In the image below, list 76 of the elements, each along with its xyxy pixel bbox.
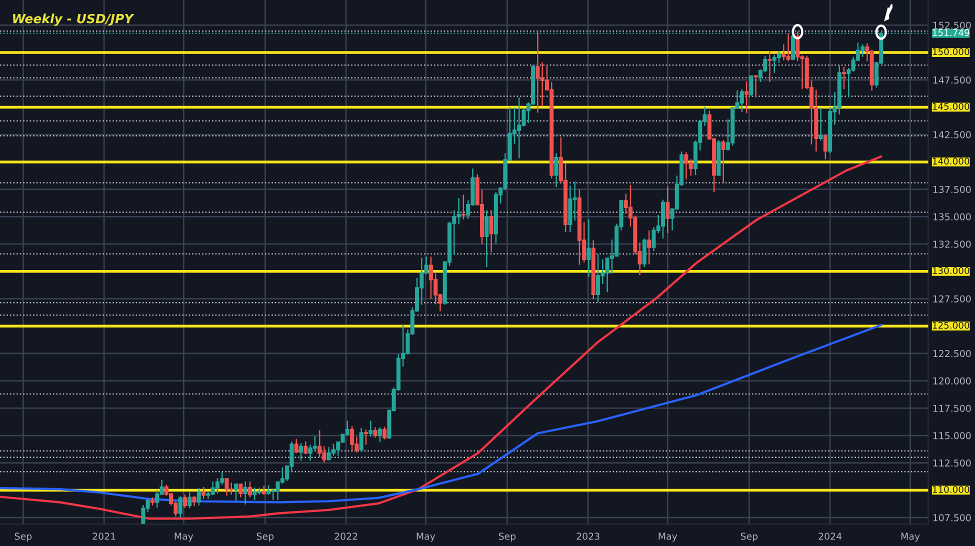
x-tick-label: May [174,532,194,542]
y-tick-label: 132.500 [933,240,971,248]
x-tick-label: 2023 [576,532,600,540]
candlestick [378,426,382,443]
candlestick [596,254,600,303]
y-tick-label: 107.500 [933,514,971,522]
candlestick [796,31,800,62]
candlestick [188,492,192,509]
ref-line-label: 110.000 [932,486,970,493]
candlestick [304,440,308,455]
y-tick-label: 120.000 [933,377,971,385]
candlestick [298,442,304,462]
text: Weekly - USD/JPY [13,14,134,26]
y-tick-label: 112.500 [933,459,971,467]
x-tick-label: Sep [498,532,516,542]
candlestick [461,194,466,220]
x-tick-label: Sep [14,532,32,542]
candlestick [754,74,758,98]
x-tick-label: May [901,532,920,542]
candlestick [842,66,846,90]
candlestick [238,483,243,498]
y-tick-label: 117.500 [933,404,971,412]
candlestick [243,480,248,506]
candlestick [294,438,298,454]
candlestick [484,209,489,268]
ref-line-label: 125.000 [932,322,970,329]
candlestick [818,107,823,142]
ref-line-label: 150.000 [932,48,970,56]
candlestick [368,420,373,438]
candlestick [382,426,387,440]
candlestick [642,238,646,268]
candlestick [749,74,754,97]
x-tick-label: Sep [256,532,274,542]
candlestick [202,486,206,500]
x-tick-label: 2024 [818,532,842,540]
y-tick-label: 135.000 [933,213,971,220]
line-series [0,155,882,520]
candlestick [196,487,201,506]
candlestick [647,230,652,265]
y-tick-label: 147.500 [933,76,971,84]
candlestick [554,152,558,188]
candlestick [318,429,322,458]
candlestick [660,199,666,240]
candlestick [331,443,336,456]
candlestick [721,139,726,184]
candlestick [248,480,252,498]
x-tick-label: 2022 [334,532,358,540]
candlestick [359,427,364,453]
candlestick [312,435,317,452]
candlestick [234,483,238,502]
candlestick [586,218,591,278]
y-tick-label: 127.500 [933,295,971,302]
candlestick [182,494,187,508]
x-tick-label: May [658,532,678,542]
candlestick [266,484,271,496]
candlestick [178,496,182,518]
y-tick-label: 152.500 [933,22,971,29]
ref-line-label: 151.749 [932,29,970,36]
y-tick-label: 142.500 [933,131,971,138]
candlestick [768,50,772,83]
y-tick-label: 115.000 [933,432,971,440]
y-tick-label: 137.500 [933,186,971,194]
candlestick [744,80,749,114]
ref-line-label: 130.000 [932,267,970,274]
x-tick-label: Sep [740,532,758,542]
candlestick [364,428,368,446]
y-tick-label: 122.500 [933,350,971,358]
candlestick [350,426,354,453]
ref-line-label: 145.000 [932,102,970,110]
ref-line-label: 140.000 [932,158,970,165]
candlestick [373,426,378,438]
candlestick [823,134,828,160]
candlestick [489,209,494,253]
x-tick-label: 2021 [92,532,116,540]
candlestick [666,186,670,234]
x-tick-label: May [416,532,436,542]
